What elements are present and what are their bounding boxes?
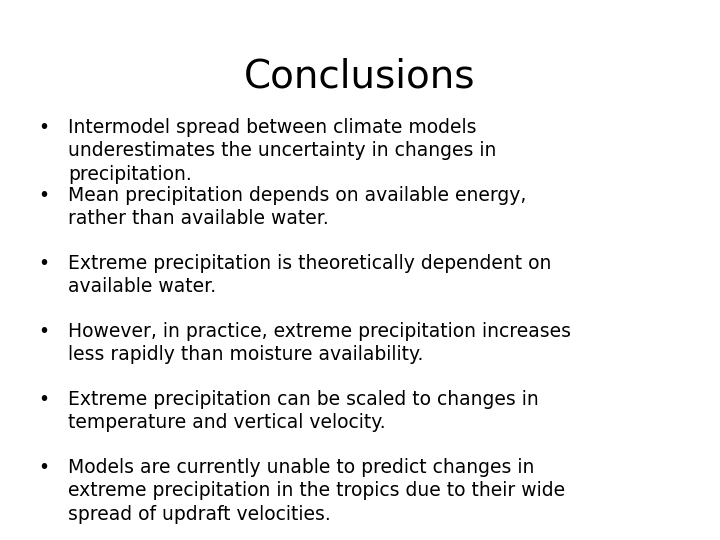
Text: Mean precipitation depends on available energy,
rather than available water.: Mean precipitation depends on available … — [68, 186, 526, 228]
Text: Extreme precipitation is theoretically dependent on
available water.: Extreme precipitation is theoretically d… — [68, 254, 552, 296]
Text: However, in practice, extreme precipitation increases
less rapidly than moisture: However, in practice, extreme precipitat… — [68, 322, 571, 364]
Text: Intermodel spread between climate models
underestimates the uncertainty in chang: Intermodel spread between climate models… — [68, 118, 496, 184]
Text: Models are currently unable to predict changes in
extreme precipitation in the t: Models are currently unable to predict c… — [68, 458, 565, 524]
Text: Extreme precipitation can be scaled to changes in
temperature and vertical veloc: Extreme precipitation can be scaled to c… — [68, 390, 539, 433]
Text: •: • — [38, 186, 49, 205]
Text: •: • — [38, 458, 49, 477]
Text: •: • — [38, 118, 49, 137]
Text: Conclusions: Conclusions — [244, 58, 476, 96]
Text: •: • — [38, 254, 49, 273]
Text: •: • — [38, 390, 49, 409]
Text: •: • — [38, 322, 49, 341]
